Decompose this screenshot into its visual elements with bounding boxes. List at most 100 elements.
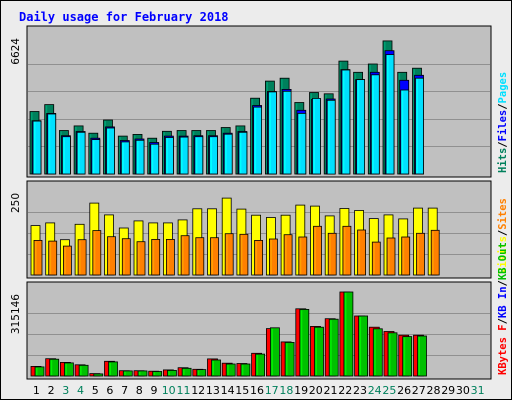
x-tick-label: 3	[62, 384, 69, 397]
bar-highlight	[123, 239, 125, 274]
bar-highlight	[343, 227, 346, 274]
bar-sites	[77, 239, 87, 276]
x-tick-label: 10	[162, 384, 176, 397]
bar-highlight	[183, 369, 185, 375]
bar-highlight	[282, 216, 284, 274]
bar-highlight	[197, 370, 200, 375]
bar-kb-out	[343, 291, 354, 377]
bar-highlight	[388, 239, 390, 274]
bar-highlight	[120, 229, 122, 274]
legend-entry: /	[497, 318, 509, 324]
bar-highlight	[61, 363, 63, 375]
bar-highlight	[267, 218, 269, 274]
bar-highlight	[255, 241, 258, 274]
bar-pages	[164, 137, 174, 175]
bar-highlight	[387, 55, 389, 173]
bar-highlight	[285, 235, 287, 274]
bar-pages	[106, 127, 115, 175]
bar-highlight	[64, 247, 66, 274]
bar-highlight	[105, 362, 107, 375]
bar-sites	[416, 232, 425, 276]
legend-entry: KBytes F	[497, 324, 509, 375]
bar-sites	[63, 245, 72, 276]
bar-highlight	[61, 240, 63, 274]
bar-highlight	[389, 333, 391, 375]
x-tick-label: 27	[412, 384, 426, 397]
bar-sites	[327, 232, 337, 276]
x-tick-label: 8	[136, 384, 143, 397]
bar-kb-out	[78, 364, 89, 377]
bar-highlight	[139, 371, 141, 375]
bar-highlight	[296, 309, 299, 375]
bar-highlight	[414, 209, 416, 274]
x-tick-label: 13	[206, 384, 220, 397]
bar-highlight	[252, 216, 255, 274]
x-tick-label: 17	[265, 384, 279, 397]
bar-highlight	[370, 328, 372, 375]
bar-highlight	[48, 115, 51, 173]
bar-kb-out	[108, 361, 118, 377]
bar-kb-out	[314, 326, 324, 377]
bar-highlight	[179, 368, 181, 375]
bar-highlight	[282, 342, 284, 375]
x-tick-label: 25	[382, 384, 396, 397]
bar-pages	[282, 90, 292, 175]
bar-highlight	[164, 370, 166, 375]
bar-highlight	[182, 236, 184, 274]
legend-entry: KB In	[497, 286, 509, 318]
legend-entry: Hits	[497, 148, 509, 173]
bar-highlight	[65, 363, 67, 375]
panel-legend: Hits/Files/Pages	[497, 72, 509, 173]
bar-highlight	[135, 221, 137, 274]
bar-kb-out	[137, 370, 148, 377]
bar-highlight	[181, 138, 183, 173]
bar-pages	[297, 113, 307, 175]
bar-highlight	[49, 242, 52, 274]
bar-highlight	[109, 362, 111, 375]
bar-highlight	[357, 80, 360, 173]
bar-sites	[121, 238, 131, 276]
legend-entry: Visits	[497, 236, 509, 274]
bar-highlight	[284, 92, 286, 173]
bar-highlight	[329, 234, 331, 274]
bar-highlight	[135, 371, 137, 375]
bar-highlight	[90, 204, 93, 274]
bar-pages	[238, 131, 248, 175]
bar-highlight	[149, 223, 152, 274]
bar-highlight	[399, 336, 402, 375]
x-tick-label: 16	[250, 384, 264, 397]
bar-highlight	[270, 240, 272, 274]
bar-highlight	[241, 365, 244, 375]
bar-highlight	[122, 142, 124, 173]
panel-legend: Visits/Sites	[497, 198, 509, 274]
x-tick-label: 15	[235, 384, 249, 397]
bar-pages	[62, 136, 71, 175]
bar-sites	[313, 225, 322, 276]
bar-sites	[298, 236, 308, 276]
bar-kb-out	[417, 335, 427, 377]
bar-pages	[415, 77, 424, 175]
bar-highlight	[372, 75, 374, 173]
bar-highlight	[212, 361, 214, 375]
bar-sites	[342, 225, 352, 276]
bar-sites	[254, 239, 264, 276]
bar-pages	[135, 139, 145, 175]
bar-kb-out	[299, 308, 310, 377]
bar-highlight	[326, 319, 328, 375]
bar-highlight	[80, 366, 82, 375]
bar-sites	[151, 238, 161, 276]
bar-highlight	[105, 215, 107, 274]
bar-highlight	[342, 71, 345, 173]
bar-pages	[326, 99, 336, 175]
x-tick-label: 14	[221, 384, 235, 397]
ymax-label: 315146	[10, 294, 22, 334]
bar-highlight	[252, 354, 255, 375]
bar-pages	[385, 54, 395, 175]
bar-highlight	[429, 209, 431, 274]
x-tick-label: 31	[471, 384, 485, 397]
x-tick-label: 26	[397, 384, 411, 397]
bar-highlight	[195, 137, 198, 173]
